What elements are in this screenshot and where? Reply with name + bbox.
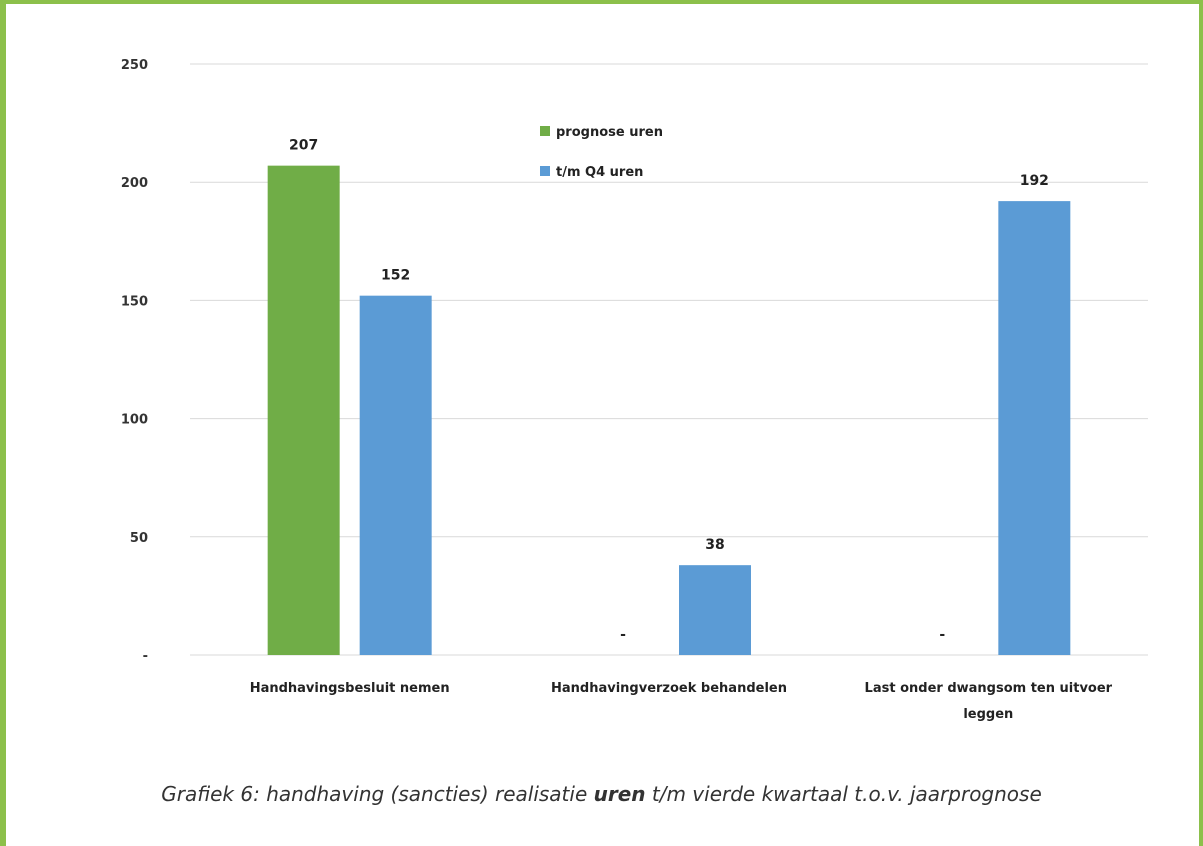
category-labels: Handhavingsbesluit nemen Handhavingverzoe… xyxy=(250,681,1113,722)
y-tick-label: 250 xyxy=(121,58,148,73)
caption-prefix: Grafiek 6: handhaving (sancties) realisa… xyxy=(161,782,594,806)
legend: prognose uren t/m Q4 uren xyxy=(540,125,663,180)
legend-label: prognose uren xyxy=(556,125,663,140)
data-label: 207 xyxy=(289,138,318,154)
y-tick-label: - xyxy=(143,649,148,664)
x-category-label: Handhavingsbesluit nemen xyxy=(250,681,450,696)
figure-caption: Grafiek 6: handhaving (sancties) realisa… xyxy=(0,782,1203,806)
legend-swatch xyxy=(540,166,550,176)
data-label: 38 xyxy=(705,537,724,553)
y-axis-ticks: - 50 100 150 200 250 xyxy=(121,58,148,664)
x-category-label: Last onder dwangsom ten uitvoer xyxy=(865,681,1113,696)
caption-emphasis: uren xyxy=(593,782,646,806)
data-labels: 207 152 - 38 - 192 xyxy=(289,138,1049,643)
bars xyxy=(267,165,1071,656)
bar-realisatie xyxy=(679,565,751,655)
bar-prognose xyxy=(267,165,340,656)
y-tick-label: 100 xyxy=(121,413,148,428)
data-label: - xyxy=(939,627,945,643)
bar-realisatie xyxy=(998,201,1071,655)
data-label: - xyxy=(620,627,626,643)
grid-lines xyxy=(190,63,1148,656)
y-tick-label: 150 xyxy=(121,294,148,309)
x-category-label: leggen xyxy=(963,707,1013,722)
data-label: 152 xyxy=(381,268,410,284)
x-category-label: Handhavingverzoek behandelen xyxy=(551,681,787,696)
y-tick-label: 200 xyxy=(121,176,148,191)
bar-realisatie xyxy=(359,295,432,655)
legend-label: t/m Q4 uren xyxy=(556,165,643,180)
y-tick-label: 50 xyxy=(130,531,148,546)
data-label: 192 xyxy=(1020,173,1049,189)
caption-suffix: t/m vierde kwartaal t.o.v. jaarprognose xyxy=(645,782,1042,806)
bar-chart: - 50 100 150 200 250 207 152 - 38 - 192 Handhaving… xyxy=(121,58,1148,722)
legend-swatch xyxy=(540,126,550,136)
